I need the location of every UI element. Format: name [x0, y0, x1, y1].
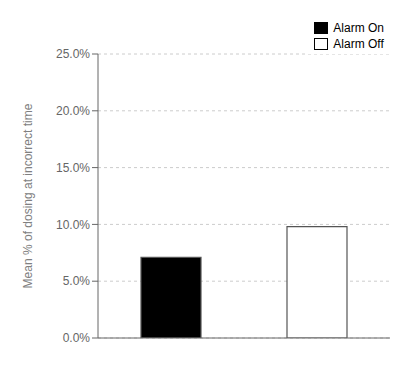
html-text:Alarm Off: Alarm Off	[333, 37, 384, 51]
svg-text:20.0%: 20.0%	[56, 104, 90, 118]
svg-text:10.0%: 10.0%	[56, 218, 90, 232]
svg-text:Mean % of dosing at incorrect: Mean % of dosing at incorrect time	[21, 103, 35, 288]
svg-text:5.0%: 5.0%	[63, 274, 91, 288]
svg-text:15.0%: 15.0%	[56, 161, 90, 175]
html-text:Alarm On: Alarm On	[333, 21, 384, 35]
svg-text:0.0%: 0.0%	[63, 331, 91, 345]
svg-text:25.0%: 25.0%	[56, 47, 90, 61]
